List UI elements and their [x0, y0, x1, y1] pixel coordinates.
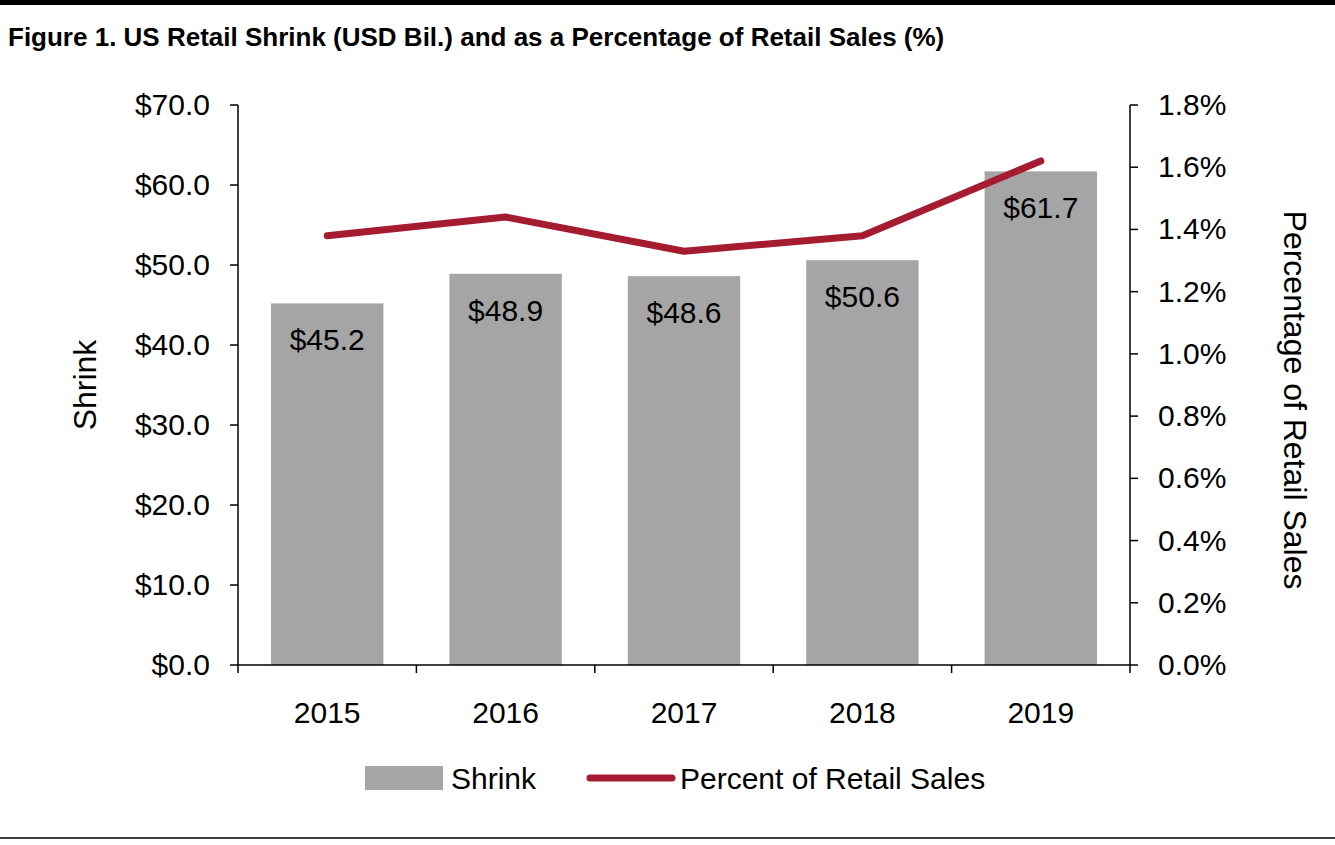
chart: Figure 1. US Retail Shrink (USD Bil.) an… [0, 0, 1335, 845]
y2-tick [1130, 291, 1138, 293]
line [327, 161, 1041, 251]
y2-tick-label: 1.6% [1158, 150, 1226, 183]
data-label: $48.6 [646, 296, 721, 329]
data-labels: $45.2 $48.9 $48.6 $50.6 $61.7 [290, 191, 1079, 356]
y2-tick-label: 1.8% [1158, 88, 1226, 121]
bar [628, 276, 740, 665]
y-tick-label: $70.0 [135, 88, 210, 121]
y-tick [230, 104, 238, 106]
bar [806, 260, 918, 665]
title: Figure 1. US Retail Shrink (USD Bil.) an… [8, 22, 944, 52]
x-tick [416, 665, 418, 673]
data-label: $50.6 [825, 280, 900, 313]
y2-tick [1130, 353, 1138, 355]
y2-tick-label: 0.6% [1158, 461, 1226, 494]
y-axis-title: Shrink [67, 339, 103, 431]
y2-tick [1130, 104, 1138, 106]
x-tick [594, 665, 596, 673]
y-tick-label: $40.0 [135, 328, 210, 361]
y2-tick [1130, 602, 1138, 604]
legend-swatch [365, 766, 443, 790]
bar [449, 274, 561, 665]
x-tick-label: 2018 [829, 696, 896, 729]
legend: Shrink Percent of Retail Sales [365, 762, 985, 795]
y2-tick-label: 0.0% [1158, 648, 1226, 681]
x-tick-label: 2019 [1007, 696, 1074, 729]
y2-tick-label: 0.8% [1158, 399, 1226, 432]
y-tick-label: $0.0 [152, 648, 210, 681]
y2-tick [1130, 229, 1138, 231]
y-tick-label: $20.0 [135, 488, 210, 521]
y2-tick-label: 1.4% [1158, 212, 1226, 245]
x-axis [238, 664, 1130, 666]
y-tick [230, 184, 238, 186]
y2-tick [1130, 664, 1138, 666]
legend-swatch [590, 775, 672, 782]
top-rule [0, 0, 1335, 5]
x-tick-label: 2017 [651, 696, 718, 729]
x-tick [772, 665, 774, 673]
bar [985, 171, 1097, 665]
y-tick [230, 664, 238, 666]
y-tick [230, 264, 238, 266]
y-tick [230, 344, 238, 346]
y2-axis [1129, 105, 1131, 665]
y2-tick-label: 1.2% [1158, 275, 1226, 308]
x-tick-label: 2015 [294, 696, 361, 729]
y2-tick-label: 0.4% [1158, 524, 1226, 557]
y2-tick [1130, 415, 1138, 417]
y2-tick [1130, 166, 1138, 168]
y2-tick [1130, 478, 1138, 480]
y-tick [230, 424, 238, 426]
y2-axis-title: Percentage of Retail Sales [1277, 211, 1313, 590]
y-tick-label: $10.0 [135, 568, 210, 601]
plot-area [271, 161, 1097, 665]
y-tick-label: $30.0 [135, 408, 210, 441]
x-tick [1129, 665, 1131, 673]
y2-tick-label: 1.0% [1158, 337, 1226, 370]
y-tick [230, 584, 238, 586]
data-label: $48.9 [468, 294, 543, 327]
y-axis [237, 105, 239, 665]
data-label: $45.2 [290, 323, 365, 356]
bar [271, 303, 383, 665]
legend-label: Percent of Retail Sales [680, 762, 985, 795]
y2-tick-label: 0.2% [1158, 586, 1226, 619]
y-tick [230, 504, 238, 506]
bottom-rule [0, 837, 1335, 839]
data-label: $61.7 [1003, 191, 1078, 224]
y-tick-label: $60.0 [135, 168, 210, 201]
y2-tick [1130, 540, 1138, 542]
x-tick [951, 665, 953, 673]
axes: $0.0 $10.0 $20.0 $30.0 $40.0 $50.0 $60.0 $70.0 0… [135, 88, 1226, 729]
x-tick [237, 665, 239, 673]
y-tick-label: $50.0 [135, 248, 210, 281]
x-tick-label: 2016 [472, 696, 539, 729]
legend-label: Shrink [451, 762, 537, 795]
